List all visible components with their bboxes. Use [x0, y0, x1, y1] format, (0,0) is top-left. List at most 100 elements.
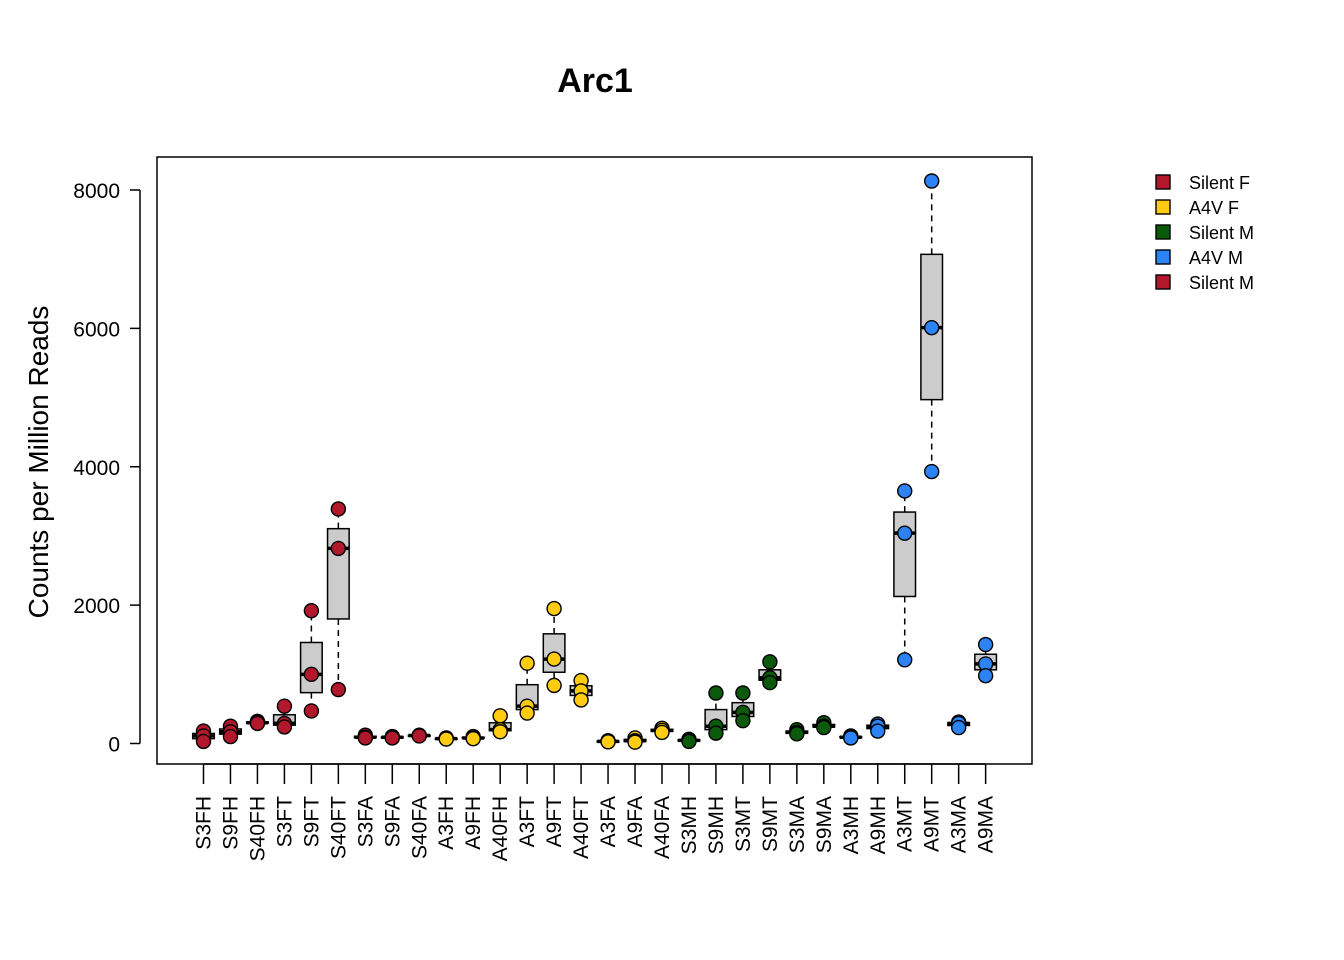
data-point-s9ma	[816, 719, 832, 736]
legend-swatch	[1155, 224, 1171, 240]
x-tick-label-s40fa: S40FA	[408, 796, 431, 859]
y-tick-label: 8000	[73, 180, 120, 203]
data-point-a9fa	[627, 734, 643, 750]
x-tick-label-s3fa: S3FA	[354, 796, 377, 847]
x-tick-label-s9fa: S9FA	[381, 796, 404, 847]
data-point-s3fa	[357, 730, 374, 746]
box-s9ft	[299, 609, 323, 712]
data-point-s9ft	[303, 703, 320, 719]
x-tick-label-s3ma: S3MA	[786, 796, 809, 853]
x-tick-label-a3mh: A3MH	[840, 796, 863, 854]
x-tick-label-a40fh: A40FH	[489, 796, 512, 861]
data-point-s9ft	[303, 602, 320, 619]
data-point-s9mh	[708, 725, 724, 741]
x-tick-label-a3mt: A3MT	[894, 796, 917, 852]
legend-label: Silent M	[1189, 223, 1254, 243]
x-tick-label-a3fh: A3FH	[435, 796, 458, 850]
data-point-a9mt	[923, 319, 940, 336]
data-point-a3mh	[843, 730, 859, 746]
legend-item-a4v-f: A4V F	[1155, 198, 1239, 218]
data-point-a3fa	[600, 734, 616, 750]
x-tick-label-s9mt: S9MT	[759, 796, 782, 852]
legend-label: A4V F	[1189, 198, 1239, 218]
x-tick-label-a3ft: A3FT	[516, 796, 539, 848]
data-point-a40fh	[492, 724, 508, 740]
legend-swatch	[1155, 199, 1171, 215]
chart-title: Arc1	[557, 62, 633, 100]
legend: Silent F A4V F Silent M A4V M Silent M	[1155, 173, 1254, 293]
x-tick-label-s40ft: S40FT	[327, 796, 350, 859]
x-tick-label-a9ft: A9FT	[543, 796, 566, 848]
data-point-a40fa	[654, 724, 670, 741]
legend-swatch	[1155, 249, 1171, 265]
data-point-s40ft	[330, 681, 347, 698]
data-point-s40fa	[411, 728, 427, 744]
y-tick-label: 6000	[73, 318, 120, 341]
data-point-s40ft	[330, 501, 347, 517]
legend-item-silent-m: Silent M	[1155, 273, 1254, 293]
data-point-s40ft	[330, 540, 347, 557]
data-point-s3fh	[195, 733, 212, 750]
y-axis: 0 2000 4000 6000 8000	[73, 180, 141, 757]
x-tick-label-s3fh: S3FH	[193, 796, 216, 850]
x-tick-label-a9fh: A9FH	[462, 796, 485, 850]
data-point-s3ft	[276, 719, 293, 735]
legend-swatch	[1155, 274, 1171, 290]
x-tick-label-s40fh: S40FH	[246, 796, 269, 861]
y-tick-label: 0	[108, 734, 120, 757]
box-a3mt	[893, 490, 917, 661]
data-point-a3fh	[438, 731, 454, 747]
data-point-a9mt	[923, 463, 940, 480]
x-tick-label-s9mh: S9MH	[705, 796, 728, 854]
y-tick-label: 2000	[73, 595, 120, 618]
x-tick-label-s9ft: S9FT	[300, 796, 323, 848]
data-point-a3ma	[950, 719, 967, 736]
data-point-a3ft	[519, 705, 535, 721]
data-point-s40fh	[249, 715, 266, 732]
data-point-s9mt	[762, 674, 778, 691]
data-point-s9mt	[762, 654, 778, 670]
box-layer	[191, 180, 998, 744]
data-point-s3mt	[735, 685, 751, 701]
data-point-a9mh	[870, 723, 886, 739]
x-tick-label-a3fa: A3FA	[597, 796, 620, 847]
box-body	[893, 511, 917, 598]
x-tick-label-s9fh: S9FH	[219, 796, 242, 850]
box-a9ft	[542, 607, 566, 687]
point-layer	[195, 173, 994, 750]
data-point-s3mt	[735, 712, 751, 729]
legend-item-silent-f: Silent F	[1155, 173, 1250, 193]
data-point-s9ft	[303, 666, 320, 683]
data-point-a40fh	[492, 708, 508, 724]
data-point-a3ft	[519, 655, 535, 671]
legend-item-a4v-m: A4V M	[1155, 248, 1243, 268]
x-tick-label-s3ft: S3FT	[273, 796, 296, 848]
data-point-a9ma	[977, 667, 994, 684]
data-point-a9ft	[546, 677, 562, 694]
x-tick-label-a40ft: A40FT	[570, 796, 593, 859]
data-point-a9ft	[546, 651, 562, 667]
plot-frame	[156, 156, 1033, 765]
x-tick-label-a40fa: A40FA	[651, 796, 674, 859]
x-tick-label-a3ma: A3MA	[948, 796, 971, 853]
x-tick-label-a9mh: A9MH	[867, 796, 890, 854]
x-tick-label-a9ma: A9MA	[975, 796, 998, 853]
data-point-s9mh	[708, 685, 724, 701]
data-point-s3mh	[681, 733, 697, 750]
data-point-s9fa	[384, 730, 400, 746]
data-point-a3mt	[897, 525, 913, 541]
data-point-s3ma	[789, 726, 805, 742]
x-tick-label-s9ma: S9MA	[813, 796, 836, 853]
legend-label: A4V M	[1189, 248, 1243, 268]
data-point-a3mt	[897, 483, 913, 499]
y-tick-label: 4000	[73, 457, 120, 480]
x-tick-label-s3mh: S3MH	[678, 796, 701, 854]
data-point-a9fh	[465, 730, 481, 747]
legend-label: Silent M	[1189, 273, 1254, 293]
x-axis: S3FH S9FH S40FH S3FT S9FT S40FT S3FA S9FA S40FA A…	[193, 763, 998, 861]
legend-label: Silent F	[1189, 173, 1250, 193]
y-axis-label: Counts per Million Reads	[23, 306, 54, 619]
data-point-a9mt	[923, 173, 940, 189]
data-point-s3ft	[276, 698, 293, 714]
